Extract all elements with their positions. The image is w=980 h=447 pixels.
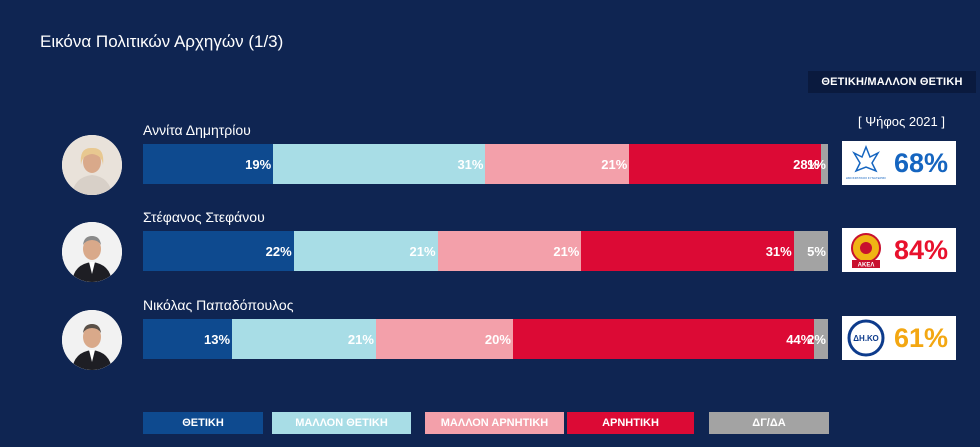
legend-item: ΘΕΤΙΚΗ	[143, 412, 263, 434]
party-voters-badge: ΑΚΕΛ 84%	[842, 228, 956, 272]
disy-logo-text: ΔΗΜΟΚΡΑΤΙΚΟΣ ΣΥΝΑΓΕΡΜΟΣ	[846, 176, 886, 180]
stacked-bar: 19% 31% 21% 28% 1%	[143, 144, 828, 184]
bar-segment: 21%	[293, 231, 438, 271]
bar-segment: 28%	[629, 144, 822, 184]
legend-label: ΜΑΛΛΟΝ ΘΕΤΙΚΗ	[295, 417, 388, 429]
bar-segment: 44%	[512, 319, 815, 359]
akel-logo-text: ΑΚΕΛ	[858, 263, 875, 269]
legend-label: ΘΕΤΙΚΗ	[182, 417, 224, 429]
bar-value-label: 13%	[204, 331, 231, 347]
bar-segment: 19%	[143, 144, 274, 184]
bar-value-label: 21%	[347, 331, 374, 347]
diko-logo-icon: ΔΗ.ΚΟ	[847, 319, 885, 357]
party-positive-value: 68%	[894, 147, 949, 178]
leader-avatar	[62, 222, 122, 282]
bar-segment: 31%	[581, 231, 794, 271]
bar-value-label: 21%	[601, 156, 628, 172]
leader-avatar	[62, 310, 122, 370]
party-voters-badge: ΔΗΜΟΚΡΑΤΙΚΟΣ ΣΥΝΑΓΕΡΜΟΣ 68%	[842, 141, 956, 185]
legend-item: ΜΑΛΛΟΝ ΘΕΤΙΚΗ	[272, 412, 411, 434]
bar-value-label: 31%	[457, 156, 484, 172]
bar-segment: 13%	[143, 319, 233, 359]
bar-value-label: 5%	[807, 243, 826, 259]
bar-segment: 20%	[375, 319, 513, 359]
bar-value-label: 44%	[786, 331, 813, 347]
party-voters-badge: ΔΗ.ΚΟ 61%	[842, 316, 956, 360]
leader-row: Στέφανος Στεφάνου 22% 21% 21% 31% 5% ΑΚΕΛ 84%	[0, 209, 980, 302]
page-title: Εικόνα Πολιτικών Αρχηγών (1/3)	[40, 32, 284, 51]
legend-item: ΜΑΛΛΟΝ ΑΡΝΗΤΙΚΗ	[425, 412, 564, 434]
bar-segment: 21%	[485, 144, 630, 184]
leader-avatar	[62, 135, 122, 195]
bar-segment: 31%	[273, 144, 486, 184]
person-photo-icon	[62, 222, 122, 282]
person-photo-icon	[62, 135, 122, 195]
bar-value-label: 28%	[793, 156, 820, 172]
bar-value-label: 21%	[553, 243, 580, 259]
disy-logo-icon: ΔΗΜΟΚΡΑΤΙΚΟΣ ΣΥΝΑΓΕΡΜΟΣ	[846, 144, 886, 180]
bar-segment: 2%	[807, 319, 828, 359]
bar-segment: 22%	[143, 231, 294, 271]
legend-label: ΜΑΛΛΟΝ ΑΡΝΗΤΙΚΗ	[440, 417, 549, 429]
bar-value-label: 22%	[265, 243, 292, 259]
bar-segment: 21%	[232, 319, 376, 359]
legend-item: ΔΓ/ΔΑ	[709, 412, 829, 434]
party-positive-value: 84%	[894, 234, 949, 265]
bar-value-label: 20%	[484, 331, 511, 347]
bar-segment: 1%	[807, 144, 828, 184]
bar-value-label: 2%	[807, 331, 826, 347]
bar-value-label: 31%	[765, 243, 792, 259]
legend-label: ΔΓ/ΔΑ	[752, 417, 786, 429]
legend-label: ΑΡΝΗΤΙΚΗ	[602, 417, 659, 429]
bar-value-label: 19%	[245, 156, 272, 172]
leader-name: Νικόλας Παπαδόπουλος	[143, 297, 294, 313]
leader-row: Αννίτα Δημητρίου 19% 31% 21% 28% 1% ΔΗΜΟΚΡΑΤΙΚ…	[0, 122, 980, 215]
bar-segment: 5%	[793, 231, 828, 271]
vote-2021-note: [ Ψήφος 2021 ]	[858, 114, 945, 129]
legend-item: ΑΡΝΗΤΙΚΗ	[567, 412, 694, 434]
person-photo-icon	[62, 310, 122, 370]
leader-name: Στέφανος Στεφάνου	[143, 209, 265, 225]
stacked-bar: 22% 21% 21% 31% 5%	[143, 231, 828, 271]
leader-name: Αννίτα Δημητρίου	[143, 122, 251, 138]
party-positive-value: 61%	[894, 322, 949, 353]
bar-value-label: 1%	[807, 156, 826, 172]
leader-row: Νικόλας Παπαδόπουλος 13% 21% 20% 44% 2% ΔΗ.ΚΟ 6…	[0, 297, 980, 390]
akel-logo-icon: ΑΚΕΛ	[851, 233, 881, 269]
positive-share-header: ΘΕΤΙΚΗ/ΜΑΛΛΟΝ ΘΕΤΙΚΗ	[808, 71, 976, 93]
diko-logo-text: ΔΗ.ΚΟ	[853, 334, 878, 343]
stacked-bar: 13% 21% 20% 44% 2%	[143, 319, 828, 359]
bar-segment: 21%	[437, 231, 582, 271]
bar-value-label: 21%	[409, 243, 436, 259]
